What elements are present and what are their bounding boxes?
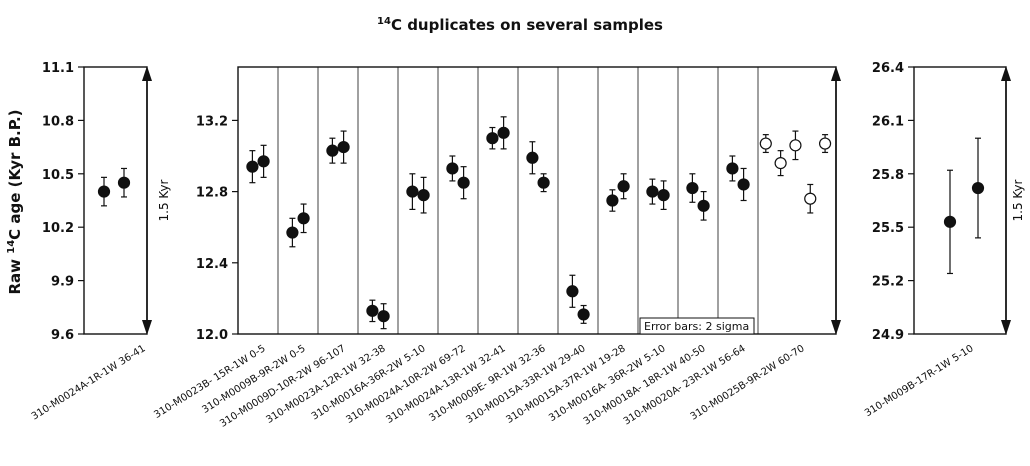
panel-frame bbox=[83, 66, 148, 335]
data-point-open bbox=[818, 137, 832, 150]
range-arrow-head-up bbox=[831, 66, 841, 81]
data-point-filled bbox=[537, 176, 550, 189]
data-point-filled bbox=[697, 199, 710, 212]
data-point-filled bbox=[737, 178, 750, 191]
y-tick-label: 25.5 bbox=[872, 221, 904, 236]
data-point-open bbox=[804, 192, 817, 205]
range-arrow-head-down bbox=[831, 320, 841, 335]
y-tick-label: 13.2 bbox=[196, 114, 228, 129]
data-point-open bbox=[774, 157, 787, 170]
y-tick-label: 9.6 bbox=[51, 328, 74, 343]
ylabel-prefix: Raw bbox=[6, 254, 24, 295]
range-label: 1.5 Kyr bbox=[1011, 179, 1025, 221]
data-point-filled bbox=[497, 126, 510, 139]
panel-frame bbox=[913, 66, 1007, 335]
range-arrow-head-down bbox=[142, 320, 152, 335]
error-note: Error bars: 2 sigma bbox=[639, 317, 755, 335]
y-tick-label: 10.2 bbox=[42, 221, 74, 236]
sample-group: 310-M0020A- 23R-1W 56-64 bbox=[622, 67, 759, 428]
data-point-filled bbox=[971, 181, 985, 195]
data-point-filled bbox=[686, 181, 699, 195]
data-point-filled bbox=[117, 176, 131, 189]
data-point-filled bbox=[337, 141, 350, 154]
title-text: C duplicates on several samples bbox=[391, 16, 663, 34]
data-point-filled bbox=[257, 155, 270, 168]
y-tick-label: 24.9 bbox=[872, 328, 904, 343]
data-point-filled bbox=[446, 162, 459, 175]
data-point-open bbox=[789, 139, 802, 152]
chart-title: 14C duplicates on several samples bbox=[377, 16, 663, 34]
panel-left: 9.6 9.9 10.2 10.5 10.8 11.1 1.5 Kyr 310-M0024A-… bbox=[30, 61, 171, 423]
data-point-filled bbox=[526, 151, 539, 164]
y-tick-label: 10.5 bbox=[42, 168, 74, 183]
data-point-filled bbox=[646, 185, 659, 198]
ylabel-superscript: 14 bbox=[6, 240, 17, 254]
error-note-box bbox=[639, 317, 755, 335]
y-tick-label: 12.4 bbox=[196, 257, 228, 272]
y-tick-label: 10.8 bbox=[42, 114, 74, 129]
sample-group: 310-M0024A-1R-1W 36-41 bbox=[30, 167, 148, 423]
data-point-filled bbox=[286, 226, 299, 239]
range-arrow-head-up bbox=[1001, 66, 1011, 81]
data-point-filled bbox=[943, 215, 957, 228]
data-point-filled bbox=[246, 160, 259, 173]
data-point-filled bbox=[657, 189, 670, 202]
data-point-filled bbox=[457, 176, 470, 189]
y-tick-label: 12.8 bbox=[196, 186, 228, 201]
range-label: 1.5 Kyr bbox=[157, 179, 171, 221]
data-point-open bbox=[759, 137, 772, 150]
data-point-filled bbox=[617, 180, 630, 193]
error-note-text: Error bars: 2 sigma bbox=[644, 320, 749, 333]
y-tick-label: 12.0 bbox=[196, 328, 228, 343]
sample-group: 310-M0025B-9R-2W 60-70 bbox=[689, 130, 832, 423]
range-arrow-head-down bbox=[1001, 320, 1011, 335]
category-label: 310-M009B-17R-1W 5-10 bbox=[863, 343, 976, 419]
category-label: 310-M0025B-9R-2W 60-70 bbox=[689, 343, 807, 422]
data-point-filled bbox=[726, 162, 739, 175]
y-tick-label: 26.4 bbox=[872, 61, 904, 76]
data-point-filled bbox=[606, 194, 619, 207]
y-tick-label: 9.9 bbox=[51, 275, 74, 290]
data-point-filled bbox=[326, 144, 339, 157]
data-point-filled bbox=[97, 185, 111, 198]
plot-area: 9.6 9.9 10.2 10.5 10.8 11.1 1.5 Kyr 310-M0024A-… bbox=[30, 61, 1025, 430]
data-point-filled bbox=[566, 285, 579, 298]
data-point-filled bbox=[486, 132, 499, 145]
y-tick-label: 26.1 bbox=[872, 114, 904, 129]
title-superscript: 14 bbox=[377, 16, 391, 27]
data-point-filled bbox=[366, 304, 379, 317]
data-point-filled bbox=[297, 212, 310, 225]
y-tick-label: 11.1 bbox=[42, 61, 74, 76]
data-point-filled bbox=[406, 185, 419, 198]
y-axis-label: Raw 14C age (Kyr B.P.) bbox=[6, 109, 24, 294]
panel-right: 24.9 25.2 25.5 25.8 26.1 26.4 1.5 Kyr 310-M009B… bbox=[863, 61, 1025, 419]
range-arrow-head-up bbox=[142, 66, 152, 81]
category-label: 310-M0024A-1R-1W 36-41 bbox=[30, 343, 148, 422]
data-point-filled bbox=[577, 308, 590, 321]
y-tick-label: 25.2 bbox=[872, 275, 904, 290]
ylabel-suffix: C age (Kyr B.P.) bbox=[6, 109, 24, 239]
data-point-filled bbox=[377, 310, 390, 323]
y-tick-label: 25.8 bbox=[872, 168, 904, 183]
data-point-filled bbox=[417, 189, 430, 202]
